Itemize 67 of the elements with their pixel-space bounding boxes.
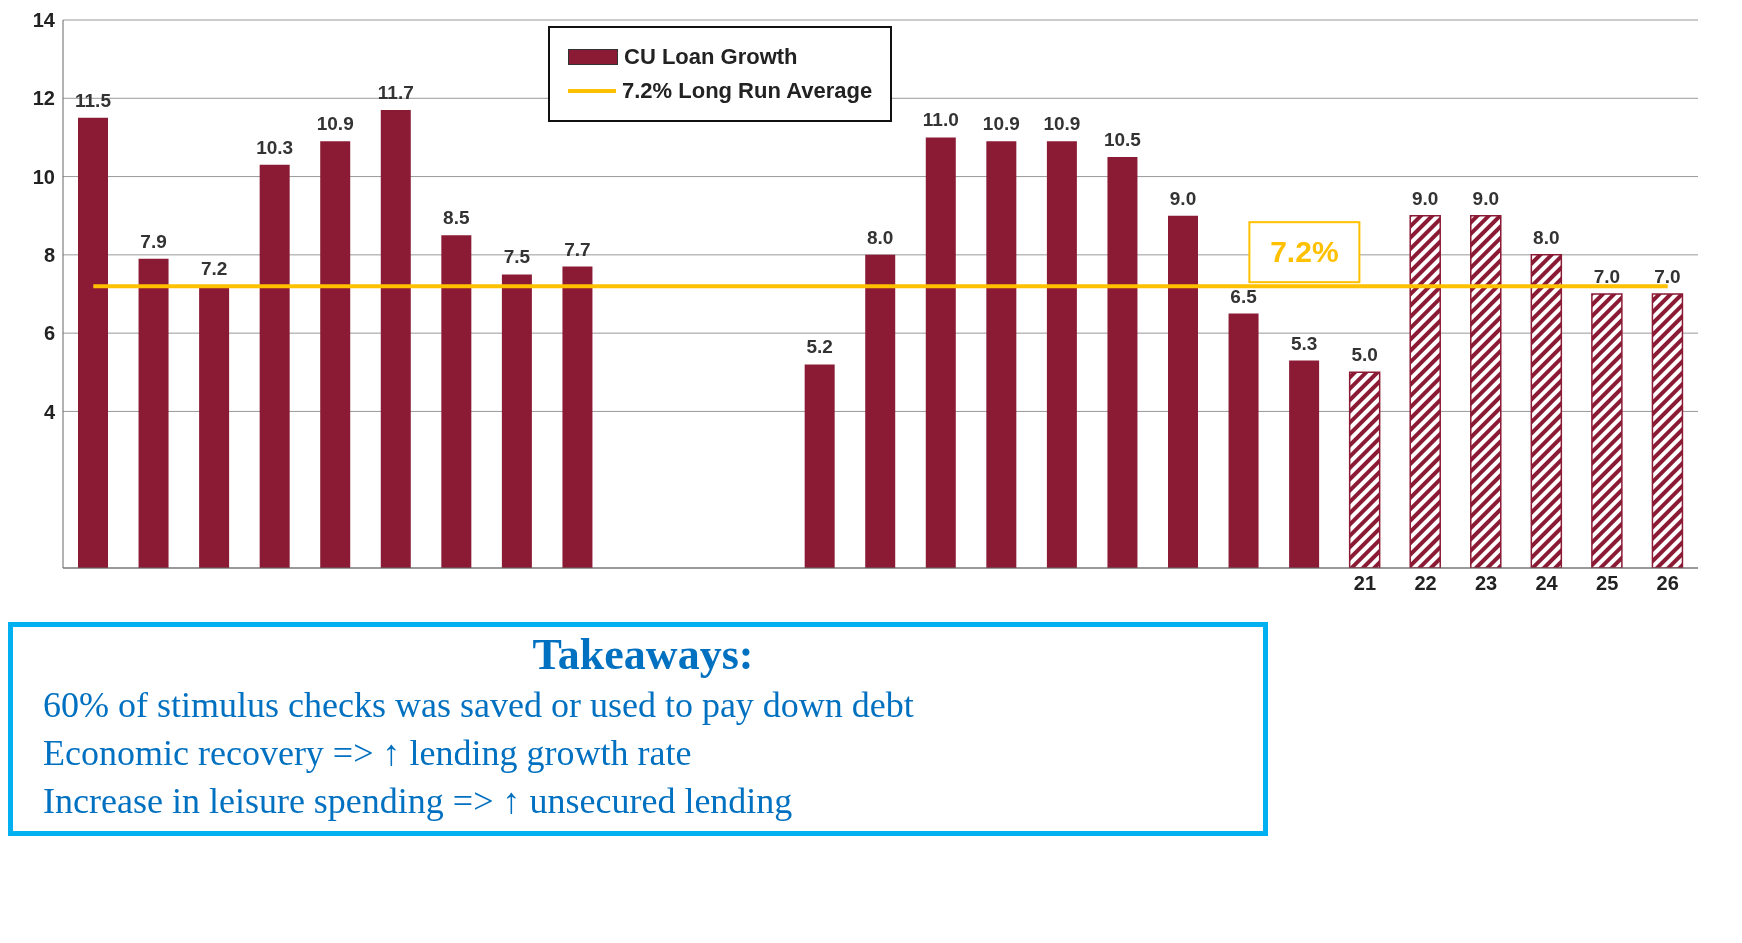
x-tick-label: 26: [1656, 572, 1679, 595]
bar: [380, 110, 411, 568]
bar: [259, 164, 290, 568]
data-label: 11.0: [922, 109, 959, 131]
y-tick-label: 12: [32, 87, 55, 110]
bar: [78, 117, 108, 568]
x-tick-label: 21: [1353, 572, 1377, 595]
text: Takeaways:: [531, 629, 755, 681]
bar: [441, 235, 472, 568]
bar: [1289, 360, 1320, 568]
y-tick-label: 10: [32, 165, 55, 188]
bar: [1046, 141, 1077, 568]
bar: [1168, 215, 1198, 568]
data-label: 10.9: [316, 113, 354, 135]
y-tick-label: 4: [43, 400, 56, 423]
bar: [1591, 293, 1623, 568]
data-label: 10.5: [1103, 129, 1142, 150]
data-label: 10.9: [1043, 113, 1081, 135]
data-label: 8.0: [1533, 226, 1560, 248]
data-label: 7.2: [200, 258, 228, 280]
bar: [1228, 313, 1259, 568]
bar: [1409, 214, 1441, 568]
data-label: 9.0: [1412, 187, 1439, 209]
x-tick-label: 22: [1414, 572, 1437, 595]
bar: [138, 258, 169, 568]
data-label: 8.5: [443, 207, 470, 229]
legend-label: 7.2% Long Run Average: [622, 78, 873, 104]
annotation: 7.2%: [1270, 235, 1339, 269]
bar: [199, 286, 230, 568]
bar: [1107, 157, 1138, 568]
bar: [1348, 371, 1381, 568]
data-label: 5.3: [1290, 332, 1318, 354]
bar: [1470, 214, 1502, 568]
bar: [562, 266, 593, 568]
data-label: 5.0: [1351, 344, 1378, 366]
data-label: 9.0: [1472, 187, 1499, 209]
data-label: 7.5: [503, 246, 531, 268]
bar: [804, 364, 835, 568]
data-label: 11.7: [377, 82, 414, 104]
data-label: 7.0: [1654, 266, 1681, 287]
data-label: 10.3: [256, 136, 294, 158]
data-label: 11.5: [75, 89, 112, 111]
bar: [320, 141, 351, 568]
data-label: 6.5: [1230, 285, 1258, 307]
data-label: 7.0: [1593, 266, 1621, 287]
bar: [865, 254, 896, 568]
data-label: 7.9: [140, 230, 167, 252]
x-tick-label: 23: [1474, 572, 1498, 595]
legend-label: CU Loan Growth: [624, 44, 798, 70]
text: Economic recovery => ↑ lending growth rate: [43, 732, 693, 775]
data-label: 8.0: [867, 226, 894, 248]
y-tick-label: 14: [32, 9, 56, 32]
data-label: 9.0: [1169, 187, 1197, 209]
x-tick-label: 24: [1535, 572, 1559, 595]
bar: [986, 141, 1017, 568]
text: 60% of stimulus checks was saved or used to pay down debt: [43, 684, 915, 727]
data-label: 7.7: [564, 238, 591, 260]
y-tick-label: 8: [43, 243, 55, 266]
data-label: 10.9: [982, 113, 1020, 135]
y-tick-label: 6: [43, 322, 55, 345]
bar: [501, 274, 532, 568]
data-label: 5.2: [806, 336, 833, 358]
x-tick-label: 25: [1596, 572, 1619, 595]
bar: [1530, 254, 1563, 568]
bar: [1651, 293, 1684, 568]
bar: [925, 137, 956, 568]
text: Increase in leisure spending => ↑ unsecured lending: [43, 780, 794, 823]
